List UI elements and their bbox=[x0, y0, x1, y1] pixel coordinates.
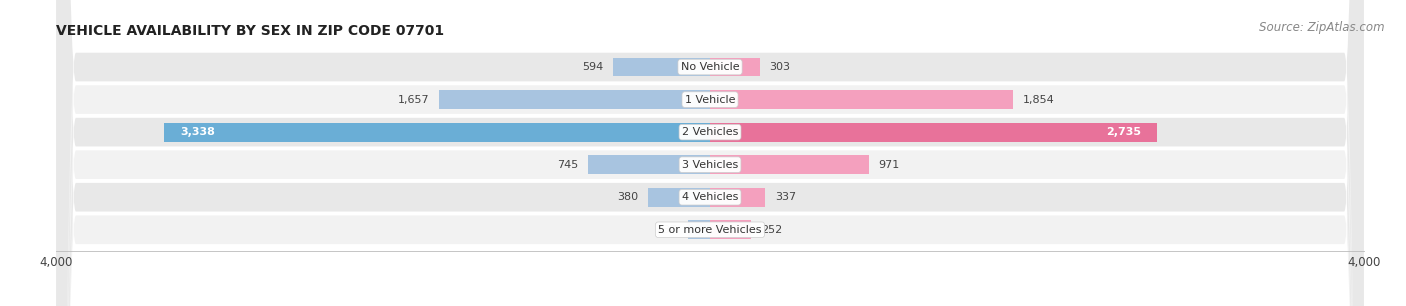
Text: 4 Vehicles: 4 Vehicles bbox=[682, 192, 738, 202]
Text: 971: 971 bbox=[879, 160, 900, 170]
Text: 594: 594 bbox=[582, 62, 603, 72]
Text: VEHICLE AVAILABILITY BY SEX IN ZIP CODE 07701: VEHICLE AVAILABILITY BY SEX IN ZIP CODE … bbox=[56, 24, 444, 38]
Text: 3,338: 3,338 bbox=[181, 127, 215, 137]
FancyBboxPatch shape bbox=[56, 0, 1364, 306]
Text: 1,657: 1,657 bbox=[398, 95, 429, 105]
Text: 1 Vehicle: 1 Vehicle bbox=[685, 95, 735, 105]
Bar bbox=[710, 155, 869, 174]
FancyBboxPatch shape bbox=[56, 0, 1364, 306]
Text: 137: 137 bbox=[657, 225, 678, 235]
Text: 2 Vehicles: 2 Vehicles bbox=[682, 127, 738, 137]
Text: 1,854: 1,854 bbox=[1024, 95, 1054, 105]
FancyBboxPatch shape bbox=[56, 0, 1364, 306]
Bar bbox=[588, 155, 710, 174]
Text: 252: 252 bbox=[761, 225, 782, 235]
Bar bbox=[688, 220, 710, 239]
Bar bbox=[165, 123, 710, 142]
Text: 5 or more Vehicles: 5 or more Vehicles bbox=[658, 225, 762, 235]
Text: Source: ZipAtlas.com: Source: ZipAtlas.com bbox=[1260, 21, 1385, 34]
Bar bbox=[710, 188, 765, 207]
Bar bbox=[710, 123, 1157, 142]
FancyBboxPatch shape bbox=[56, 0, 1364, 306]
Text: 380: 380 bbox=[617, 192, 638, 202]
Text: 337: 337 bbox=[775, 192, 796, 202]
Text: 745: 745 bbox=[557, 160, 578, 170]
Text: 303: 303 bbox=[769, 62, 790, 72]
Bar bbox=[648, 188, 710, 207]
Bar bbox=[439, 90, 710, 109]
Bar bbox=[710, 220, 751, 239]
Text: 2,735: 2,735 bbox=[1105, 127, 1140, 137]
Bar bbox=[710, 90, 1014, 109]
FancyBboxPatch shape bbox=[56, 0, 1364, 306]
FancyBboxPatch shape bbox=[56, 0, 1364, 306]
Bar bbox=[710, 58, 759, 76]
Text: 3 Vehicles: 3 Vehicles bbox=[682, 160, 738, 170]
Bar bbox=[613, 58, 710, 76]
Text: No Vehicle: No Vehicle bbox=[681, 62, 740, 72]
